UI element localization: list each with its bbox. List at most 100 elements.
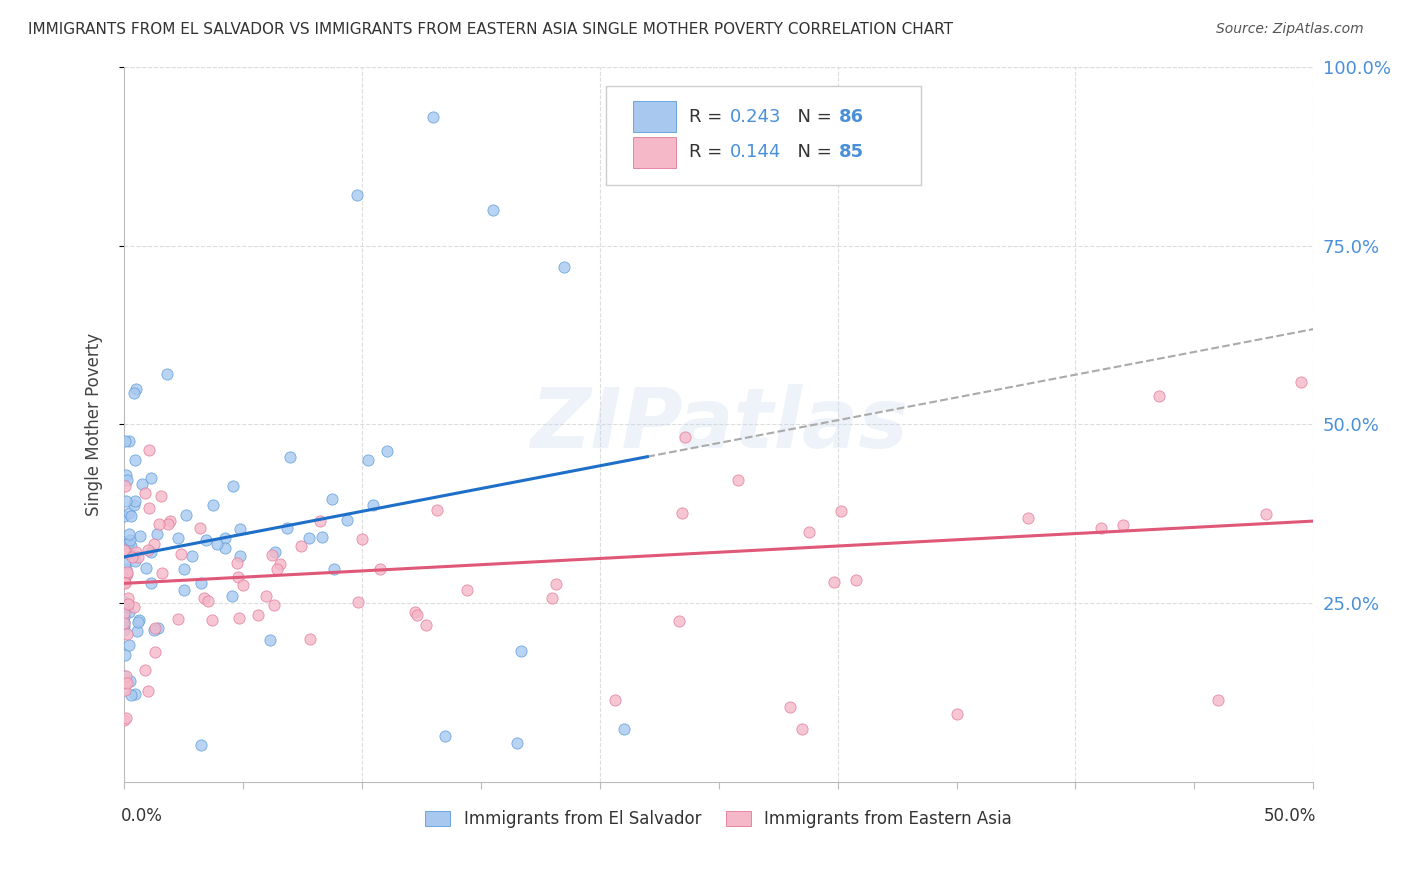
Point (1206, 693, 1229, 707)
Point (226, 570, 249, 584)
Point (118, 673, 141, 688)
Point (139, 471, 162, 485)
Point (188, 521, 211, 535)
Point (112, 610, 135, 624)
Text: Source: ZipAtlas.com: Source: ZipAtlas.com (1216, 22, 1364, 37)
Point (114, 567, 136, 582)
Point (323, 562, 346, 576)
Point (201, 498, 224, 512)
Legend: Immigrants from El Salvador, Immigrants from Eastern Asia: Immigrants from El Salvador, Immigrants … (419, 804, 1019, 835)
Point (135, 560, 157, 574)
Point (114, 479, 136, 493)
Point (114, 434, 136, 448)
Point (129, 529, 152, 543)
Point (603, 692, 626, 706)
Point (1147, 389, 1170, 403)
Point (120, 688, 142, 702)
Point (1017, 510, 1039, 524)
Text: 0.0%: 0.0% (121, 807, 163, 825)
Point (406, 607, 429, 622)
Point (128, 613, 150, 627)
Point (122, 499, 145, 513)
Point (112, 606, 135, 620)
Point (122, 599, 145, 614)
Point (673, 430, 696, 444)
Point (115, 598, 138, 612)
Point (221, 589, 243, 603)
Point (375, 444, 398, 458)
Point (150, 489, 173, 503)
Point (121, 550, 143, 565)
Point (112, 624, 135, 638)
Point (945, 707, 967, 722)
Point (114, 648, 136, 663)
Point (214, 541, 236, 555)
Point (613, 722, 636, 736)
Point (254, 589, 277, 603)
Point (264, 544, 287, 558)
Point (115, 562, 138, 576)
Point (112, 714, 135, 728)
FancyBboxPatch shape (633, 136, 676, 169)
Point (1291, 375, 1313, 389)
Point (247, 607, 270, 622)
Point (668, 614, 690, 628)
Point (311, 530, 333, 544)
Point (112, 615, 135, 629)
FancyBboxPatch shape (606, 86, 921, 185)
Point (505, 736, 527, 750)
Point (148, 516, 170, 531)
Point (170, 547, 193, 561)
Point (225, 556, 247, 570)
Point (131, 477, 153, 491)
FancyBboxPatch shape (633, 101, 676, 132)
Point (112, 669, 135, 683)
Point (125, 545, 148, 559)
Point (145, 526, 167, 541)
Point (779, 700, 801, 714)
Text: ZIPatlas: ZIPatlas (530, 384, 908, 465)
Point (150, 566, 173, 581)
Point (114, 556, 136, 570)
Point (197, 594, 219, 608)
Point (118, 434, 141, 449)
Point (117, 546, 139, 560)
Point (117, 598, 139, 612)
Point (134, 486, 156, 500)
Point (114, 668, 136, 682)
Point (799, 525, 821, 540)
Point (425, 503, 447, 517)
Point (124, 687, 146, 701)
Point (115, 711, 138, 725)
Point (357, 453, 380, 467)
Point (115, 676, 138, 690)
Point (422, 110, 444, 124)
Point (415, 618, 437, 632)
Point (139, 545, 162, 559)
Point (346, 188, 368, 202)
Point (845, 573, 868, 587)
Point (143, 623, 166, 637)
Point (159, 514, 181, 528)
Point (114, 574, 136, 589)
Point (190, 575, 212, 590)
Point (118, 605, 141, 619)
Text: 86: 86 (839, 108, 863, 126)
Point (118, 507, 141, 521)
Point (173, 583, 195, 598)
Point (229, 522, 252, 536)
Point (790, 722, 813, 736)
Point (112, 566, 135, 580)
Point (115, 627, 138, 641)
Point (229, 549, 252, 564)
Point (269, 558, 291, 572)
Point (180, 549, 202, 564)
Point (214, 531, 236, 545)
Point (553, 260, 575, 274)
Point (228, 611, 250, 625)
Point (361, 498, 384, 512)
Point (1090, 521, 1112, 535)
Point (262, 548, 284, 562)
Point (114, 674, 136, 689)
Point (266, 562, 288, 576)
